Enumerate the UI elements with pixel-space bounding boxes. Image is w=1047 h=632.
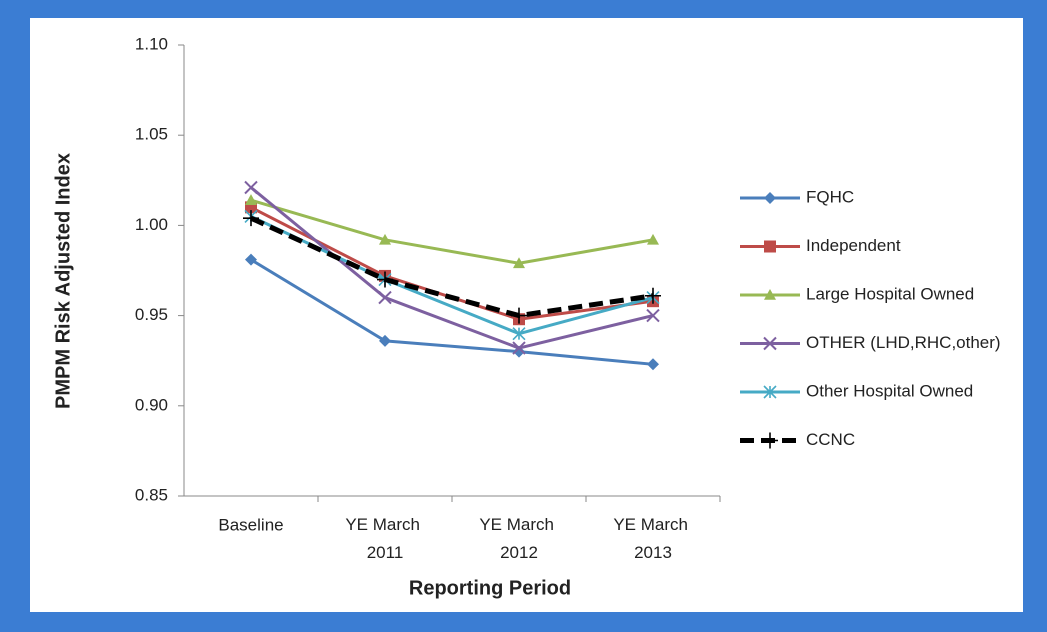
y-tick-label: 0.85 [135,485,168,504]
chart: Reporting Period PMPM Risk Adjusted Inde… [30,18,1023,612]
legend-label: Large Hospital Owned [806,284,974,303]
legend-label: CCNC [806,430,855,449]
series-line [250,215,654,336]
series-line [250,258,654,366]
series-line [250,186,654,350]
marker [646,308,660,323]
marker [647,233,659,245]
y-tick-label: 0.90 [135,395,168,414]
marker [378,290,392,305]
x-tick-label: YE March 2013 [613,515,692,562]
legend-label: Other Hospital Owned [806,381,973,400]
marker [647,358,659,371]
marker [244,180,258,195]
legend-marker [763,336,777,351]
x-tick-label: YE March 2012 [479,515,558,562]
marker [379,334,391,347]
x-tick-label: Baseline [218,515,283,534]
marker [379,233,391,245]
y-tick-label: 1.05 [135,125,168,144]
y-tick-label: 1.10 [135,34,168,53]
marker [511,307,527,324]
y-tick-label: 0.95 [135,305,168,324]
marker [243,210,259,227]
marker [245,194,257,205]
marker [377,271,393,288]
marker [245,253,257,266]
x-axis-title: Reporting Period [409,577,571,599]
marker [645,287,661,304]
legend-label: Independent [806,236,901,255]
marker [512,327,526,341]
y-tick-label: 1.00 [135,215,168,234]
x-tick-label: YE March 2011 [345,515,424,562]
series-line [249,215,654,319]
y-axis-title: PMPM Risk Adjusted Index [52,153,74,409]
legend-marker [764,192,776,204]
legend-label: OTHER (LHD,RHC,other) [806,333,1001,352]
marker [512,341,526,355]
marker [513,257,525,269]
legend-marker [762,432,778,449]
legend-marker [764,240,776,253]
legend-marker [764,289,776,300]
legend-label: FQHC [806,187,854,206]
legend-marker [763,385,777,399]
series-line [250,198,654,265]
